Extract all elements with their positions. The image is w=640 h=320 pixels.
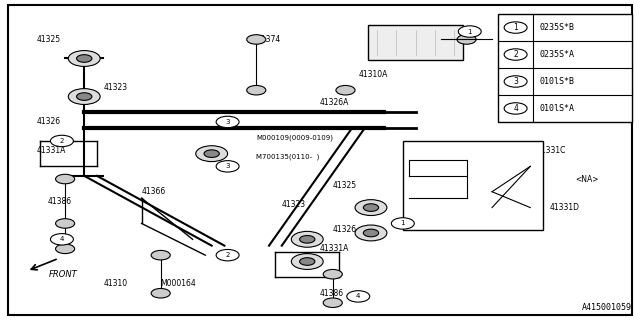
Text: 3: 3 (225, 119, 230, 125)
Text: 4: 4 (356, 293, 360, 300)
Text: 1: 1 (401, 220, 405, 227)
Circle shape (323, 298, 342, 308)
Circle shape (392, 218, 414, 229)
Text: M000109(0009-0109): M000109(0009-0109) (256, 134, 333, 141)
Circle shape (291, 253, 323, 269)
Text: 41331C: 41331C (537, 146, 566, 155)
Circle shape (51, 234, 74, 245)
Text: 41374: 41374 (256, 35, 280, 44)
Text: M700135(0110-  ): M700135(0110- ) (256, 154, 319, 160)
Text: <TURBO>: <TURBO> (460, 187, 499, 196)
Circle shape (216, 161, 239, 172)
Circle shape (51, 135, 74, 147)
Circle shape (355, 200, 387, 215)
Circle shape (56, 174, 75, 184)
Circle shape (291, 231, 323, 247)
Text: 010lS*A: 010lS*A (540, 104, 575, 113)
Text: 41310: 41310 (103, 279, 127, 288)
Text: 1: 1 (513, 23, 518, 32)
Text: 41326A: 41326A (320, 99, 349, 108)
Circle shape (216, 250, 239, 261)
Circle shape (56, 219, 75, 228)
Text: 2: 2 (513, 50, 518, 59)
Text: FRONT: FRONT (49, 270, 78, 279)
Circle shape (77, 93, 92, 100)
FancyBboxPatch shape (368, 25, 463, 60)
Circle shape (56, 244, 75, 253)
Text: 3: 3 (513, 77, 518, 86)
Text: 41323: 41323 (282, 200, 306, 209)
Text: 4: 4 (513, 104, 518, 113)
Text: 2: 2 (225, 252, 230, 258)
Text: A415001059: A415001059 (582, 303, 632, 312)
Text: <NA>: <NA> (575, 174, 598, 184)
Text: 41331D: 41331D (549, 203, 579, 212)
Circle shape (364, 229, 379, 237)
Circle shape (246, 85, 266, 95)
Circle shape (323, 269, 342, 279)
Text: 41325: 41325 (36, 35, 61, 44)
Circle shape (196, 146, 228, 162)
Text: 010lS*B: 010lS*B (540, 77, 575, 86)
Text: 41325: 41325 (333, 181, 357, 190)
Circle shape (216, 116, 239, 128)
Circle shape (77, 55, 92, 62)
Text: 41331: 41331 (460, 174, 484, 184)
Circle shape (204, 150, 220, 157)
Text: 41323: 41323 (103, 83, 127, 92)
Text: 4: 4 (60, 236, 64, 242)
Text: 0235S*B: 0235S*B (540, 23, 575, 32)
Text: 41331A: 41331A (36, 146, 66, 155)
Text: M000164: M000164 (161, 279, 196, 288)
Text: 41386: 41386 (320, 289, 344, 298)
Text: 41326: 41326 (333, 225, 357, 234)
Circle shape (151, 288, 170, 298)
Text: 41386: 41386 (47, 197, 72, 206)
Text: 41366: 41366 (141, 187, 166, 196)
Text: 1: 1 (467, 28, 472, 35)
Circle shape (151, 251, 170, 260)
Text: 3: 3 (225, 163, 230, 169)
Circle shape (457, 35, 476, 44)
FancyBboxPatch shape (499, 14, 632, 122)
FancyBboxPatch shape (403, 141, 543, 230)
Circle shape (364, 204, 379, 212)
Text: 2: 2 (60, 138, 64, 144)
Circle shape (68, 89, 100, 105)
Circle shape (355, 225, 387, 241)
Circle shape (300, 258, 315, 265)
Text: 41326: 41326 (36, 117, 61, 126)
Circle shape (458, 26, 481, 37)
Circle shape (246, 35, 266, 44)
Circle shape (300, 236, 315, 243)
Text: 41310A: 41310A (358, 70, 388, 79)
Text: 41331A: 41331A (320, 244, 349, 253)
Circle shape (68, 51, 100, 67)
Circle shape (347, 291, 370, 302)
Text: 0235S*A: 0235S*A (540, 50, 575, 59)
Circle shape (336, 85, 355, 95)
